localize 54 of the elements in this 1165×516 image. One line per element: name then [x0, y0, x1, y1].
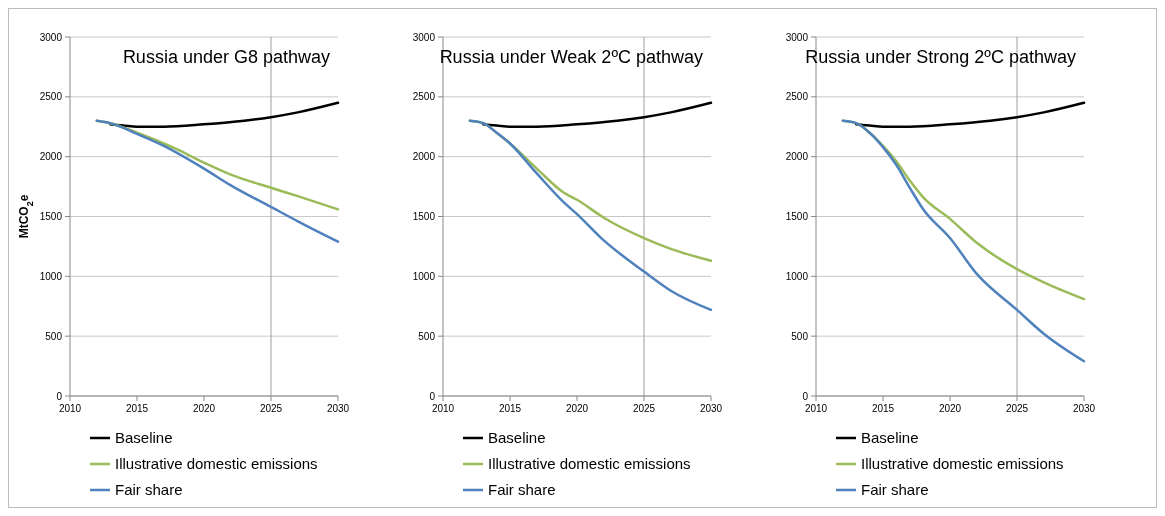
text: Russia under Strong 2ºC pathway — [805, 47, 1076, 67]
legend-label: Baseline — [115, 429, 173, 447]
legend-label: Baseline — [861, 429, 919, 447]
y-tick-label: 1500 — [412, 211, 436, 222]
y-tick-label: 2000 — [39, 151, 63, 163]
x-tick-label: 2030 — [699, 403, 723, 414]
line-series — [95, 119, 340, 243]
y-tick-label: 3000 — [785, 31, 809, 43]
x-tick-label: 2025 — [259, 403, 283, 414]
line-series — [108, 101, 340, 128]
legend-label: Fair share — [488, 481, 556, 499]
x-tick-label: 2015 — [498, 403, 522, 414]
y-tick-label: 1000 — [39, 270, 63, 282]
y-tick-label: 1500 — [39, 211, 63, 222]
y-tick-label: 0 — [802, 390, 809, 402]
legend-label: Baseline — [488, 429, 546, 447]
y-tick-label: 1500 — [785, 211, 809, 222]
y-tick-label: 500 — [45, 330, 63, 342]
y-tick-label: 1000 — [412, 270, 436, 282]
line-series — [854, 101, 1086, 128]
line-series — [841, 119, 1086, 363]
x-tick-label: 2020 — [938, 403, 962, 414]
x-tick-label: 2025 — [632, 403, 656, 414]
y-tick-label: 2500 — [39, 91, 63, 103]
y-tick-label: 3000 — [39, 31, 63, 43]
x-tick-label: 2030 — [1072, 403, 1096, 414]
y-tick-label: 2500 — [785, 91, 809, 103]
x-tick-label: 2010 — [58, 403, 82, 414]
x-tick-label: 2010 — [804, 403, 828, 414]
legend-label: Fair share — [115, 481, 183, 499]
y-tick-label: 1000 — [785, 270, 809, 282]
x-tick-label: 2025 — [1005, 403, 1029, 414]
y-tick-label: 500 — [791, 330, 809, 342]
y-tick-label: 3000 — [412, 31, 436, 43]
x-tick-label: 2015 — [871, 403, 895, 414]
y-tick-label: 2000 — [412, 151, 436, 163]
legend-label: Illustrative domestic emissions — [115, 455, 318, 473]
x-tick-label: 2030 — [326, 403, 350, 414]
text: Russia under Weak 2ºC pathway — [439, 47, 703, 67]
line-series — [468, 119, 713, 312]
x-tick-label: 2010 — [431, 403, 455, 414]
y-tick-label: 2000 — [785, 151, 809, 163]
x-tick-label: 2015 — [125, 403, 149, 414]
y-tick-label: 500 — [418, 330, 436, 342]
line-series — [481, 101, 713, 128]
y-tick-label: 0 — [429, 390, 436, 402]
legend-label: Illustrative domestic emissions — [861, 455, 1064, 473]
y-tick-label: 2500 — [412, 91, 436, 103]
y-tick-label: 0 — [56, 390, 63, 402]
text: Russia under G8 pathway — [122, 47, 330, 67]
x-tick-label: 2020 — [192, 403, 216, 414]
legend-label: Fair share — [861, 481, 929, 499]
x-tick-label: 2020 — [565, 403, 589, 414]
legend-label: Illustrative domestic emissions — [488, 455, 691, 473]
